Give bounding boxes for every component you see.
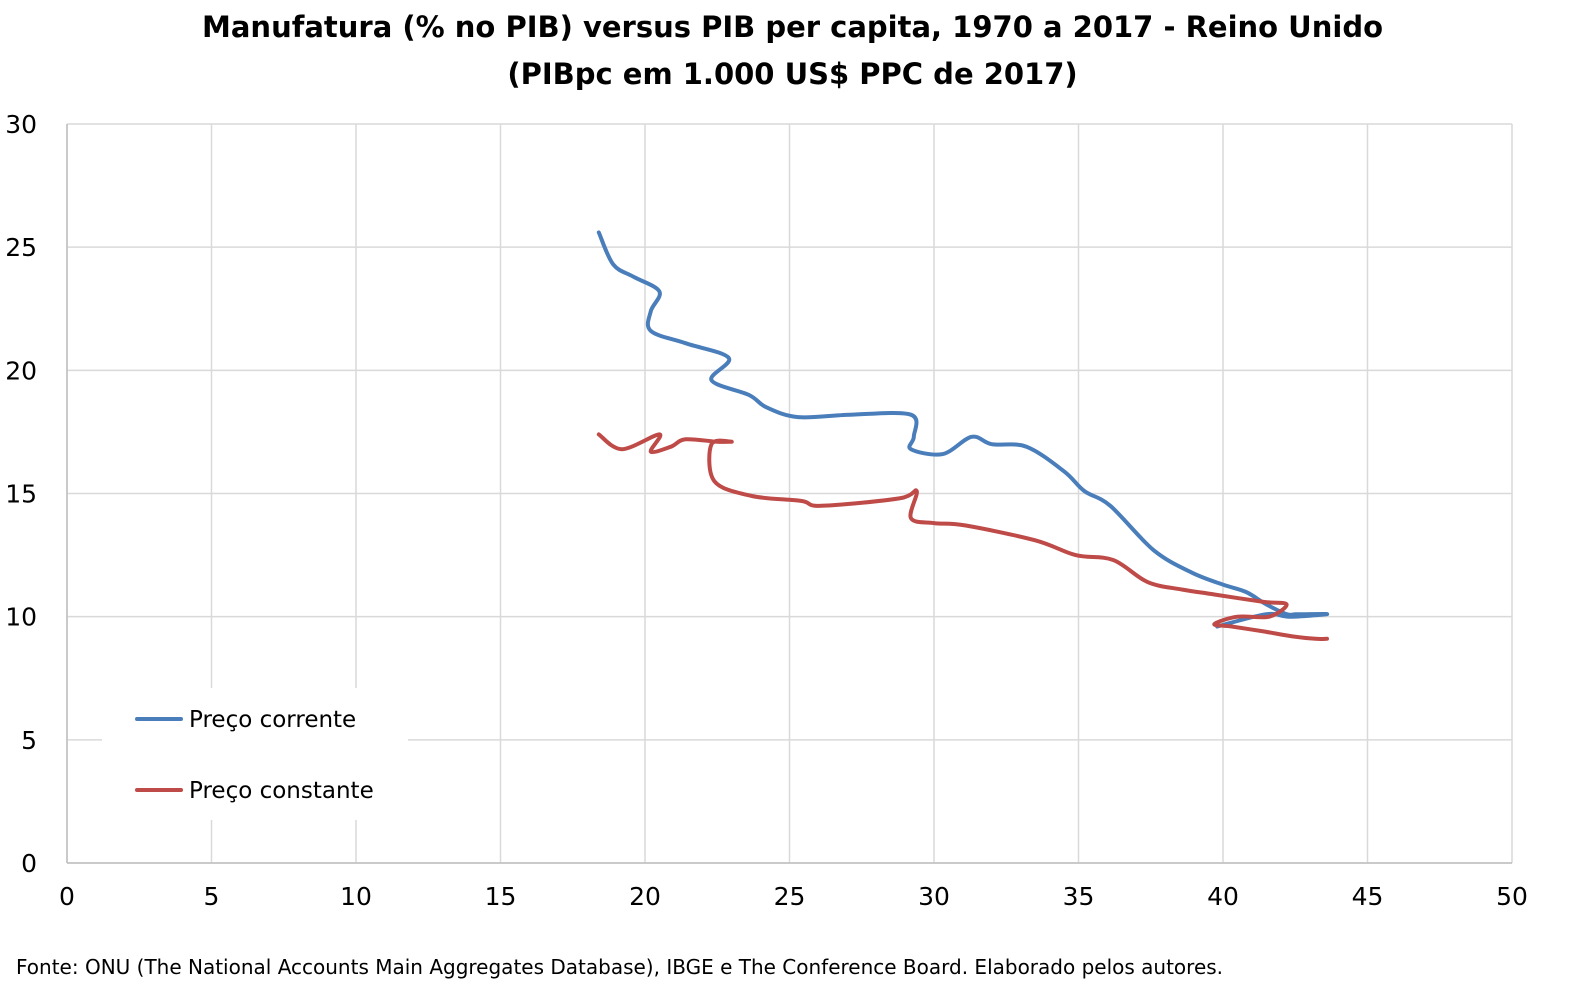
y-tick-label: 30 <box>5 110 37 139</box>
legend-box <box>102 688 408 820</box>
gridlines <box>66 123 1513 864</box>
y-tick-label: 5 <box>21 726 37 755</box>
y-axis-ticks: 0 5 10 15 20 25 30 <box>5 110 37 878</box>
x-tick-label: 45 <box>1352 882 1384 911</box>
x-tick-label: 10 <box>340 882 372 911</box>
x-axis-ticks: 0 5 10 15 20 25 30 35 40 45 50 <box>59 882 1528 911</box>
x-tick-label: 25 <box>774 882 806 911</box>
x-tick-label: 30 <box>918 882 950 911</box>
y-tick-label: 10 <box>5 603 37 632</box>
y-tick-label: 25 <box>5 233 37 262</box>
legend: Preço corrente Preço constante <box>102 688 408 820</box>
series-lines <box>596 230 1330 641</box>
series-line-preco-corrente <box>596 230 1330 629</box>
y-tick-label: 20 <box>5 356 37 385</box>
x-tick-label: 35 <box>1063 882 1095 911</box>
chart-title: Manufatura (% no PIB) versus PIB per cap… <box>202 10 1383 44</box>
legend-label: Preço constante <box>189 778 374 804</box>
x-tick-label: 5 <box>204 882 220 911</box>
source-note: Fonte: ONU (The National Accounts Main A… <box>16 955 1224 979</box>
x-tick-label: 0 <box>59 882 75 911</box>
legend-label: Preço corrente <box>189 707 356 733</box>
x-tick-label: 50 <box>1496 882 1528 911</box>
y-tick-label: 0 <box>21 849 37 878</box>
chart-subtitle: (PIBpc em 1.000 US$ PPC de 2017) <box>507 57 1078 91</box>
x-tick-label: 40 <box>1207 882 1239 911</box>
series-line-preco-constante <box>596 432 1329 641</box>
y-tick-label: 15 <box>5 480 37 509</box>
x-tick-label: 15 <box>485 882 517 911</box>
x-tick-label: 20 <box>629 882 661 911</box>
